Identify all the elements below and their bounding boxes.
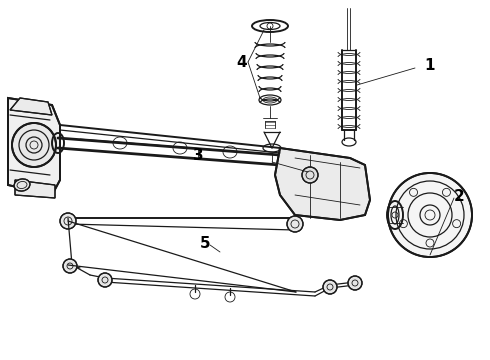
Polygon shape bbox=[275, 148, 370, 220]
Circle shape bbox=[63, 259, 77, 273]
Ellipse shape bbox=[14, 179, 30, 191]
Polygon shape bbox=[8, 98, 60, 195]
Polygon shape bbox=[10, 98, 52, 115]
Text: 2: 2 bbox=[454, 189, 465, 203]
Text: 4: 4 bbox=[237, 54, 247, 69]
Circle shape bbox=[98, 273, 112, 287]
Text: 1: 1 bbox=[425, 58, 435, 72]
Circle shape bbox=[60, 213, 76, 229]
Text: 3: 3 bbox=[193, 148, 203, 162]
Circle shape bbox=[302, 167, 318, 183]
Circle shape bbox=[323, 280, 337, 294]
Text: 5: 5 bbox=[200, 235, 210, 251]
Polygon shape bbox=[15, 180, 55, 198]
Circle shape bbox=[12, 123, 56, 167]
Circle shape bbox=[348, 276, 362, 290]
Circle shape bbox=[388, 173, 472, 257]
Circle shape bbox=[287, 216, 303, 232]
